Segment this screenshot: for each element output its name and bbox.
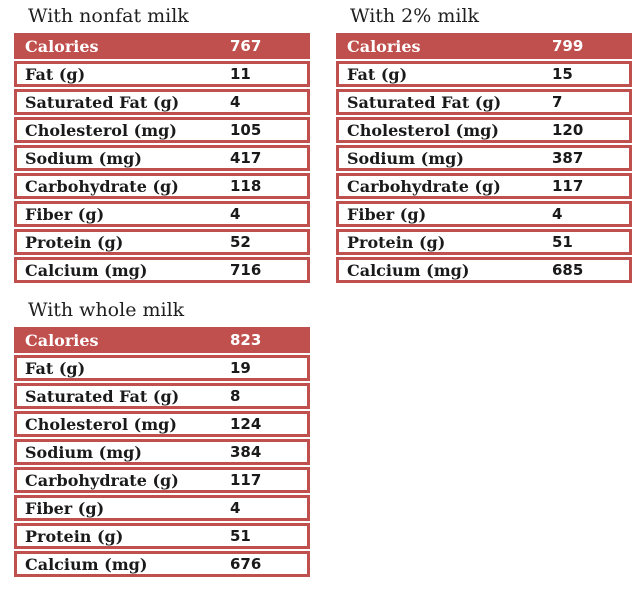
row-label: Sodium (mg) [25, 442, 142, 462]
table-row: Cholesterol (mg) 124 [14, 411, 310, 437]
row-value: 118 [230, 177, 262, 195]
nutrition-table: Calories 823 Fat (g) 19 Saturated Fat (g… [14, 327, 310, 577]
row-value: 4 [230, 499, 241, 517]
table-row: Saturated Fat (g) 7 [336, 89, 632, 115]
row-label: Protein (g) [25, 232, 124, 252]
two-percent-milk-section: With 2% milk Calories 799 Fat (g) 15 Sat… [336, 5, 632, 283]
row-value: 120 [552, 121, 584, 139]
row-value: 676 [230, 555, 262, 573]
row-label: Calcium (mg) [347, 260, 470, 280]
row-label: Saturated Fat (g) [25, 386, 180, 406]
table-row: Saturated Fat (g) 8 [14, 383, 310, 409]
table-row: Sodium (mg) 417 [14, 145, 310, 171]
row-value: 52 [230, 233, 251, 251]
table-row: Fiber (g) 4 [336, 201, 632, 227]
row-value: 767 [230, 37, 262, 55]
row-label: Fiber (g) [25, 204, 105, 224]
row-label: Fiber (g) [347, 204, 427, 224]
row-label: Calories [25, 36, 99, 56]
row-value: 384 [230, 443, 262, 461]
row-value: 799 [552, 37, 584, 55]
row-value: 716 [230, 261, 262, 279]
row-value: 8 [230, 387, 241, 405]
table-row: Cholesterol (mg) 105 [14, 117, 310, 143]
row-value: 387 [552, 149, 584, 167]
row-label: Cholesterol (mg) [347, 120, 499, 140]
nutrition-table: Calories 767 Fat (g) 11 Saturated Fat (g… [14, 33, 310, 283]
row-label: Calories [25, 330, 99, 350]
row-label: Protein (g) [347, 232, 446, 252]
row-label: Saturated Fat (g) [25, 92, 180, 112]
row-value: 124 [230, 415, 262, 433]
row-value: 823 [230, 331, 262, 349]
row-value: 417 [230, 149, 262, 167]
table-title: With nonfat milk [28, 5, 189, 27]
row-label: Calcium (mg) [25, 554, 148, 574]
row-value: 51 [230, 527, 251, 545]
table-title: With 2% milk [350, 5, 480, 27]
row-label: Sodium (mg) [347, 148, 464, 168]
row-value: 11 [230, 65, 251, 83]
table-row: Protein (g) 51 [14, 523, 310, 549]
row-value: 51 [552, 233, 573, 251]
row-value: 117 [552, 177, 584, 195]
table-row: Carbohydrate (g) 117 [14, 467, 310, 493]
row-value: 4 [230, 205, 241, 223]
table-row: Fat (g) 19 [14, 355, 310, 381]
row-label: Calcium (mg) [25, 260, 148, 280]
row-value: 685 [552, 261, 584, 279]
table-row: Sodium (mg) 387 [336, 145, 632, 171]
row-value: 4 [230, 93, 241, 111]
table-row: Calcium (mg) 716 [14, 257, 310, 283]
nutrition-table: Calories 799 Fat (g) 15 Saturated Fat (g… [336, 33, 632, 283]
table-row: Sodium (mg) 384 [14, 439, 310, 465]
row-label: Fat (g) [25, 358, 86, 378]
table-header-row: Calories 823 [14, 327, 310, 353]
table-header-row: Calories 767 [14, 33, 310, 59]
row-value: 19 [230, 359, 251, 377]
row-label: Sodium (mg) [25, 148, 142, 168]
row-label: Fat (g) [25, 64, 86, 84]
row-label: Carbohydrate (g) [25, 176, 179, 196]
row-value: 15 [552, 65, 573, 83]
row-label: Fiber (g) [25, 498, 105, 518]
row-label: Saturated Fat (g) [347, 92, 502, 112]
table-row: Fiber (g) 4 [14, 495, 310, 521]
table-row: Protein (g) 52 [14, 229, 310, 255]
row-label: Fat (g) [347, 64, 408, 84]
row-value: 7 [552, 93, 563, 111]
table-row: Fat (g) 15 [336, 61, 632, 87]
table-row: Carbohydrate (g) 117 [336, 173, 632, 199]
whole-milk-section: With whole milk Calories 823 Fat (g) 19 … [14, 299, 310, 577]
table-row: Calcium (mg) 685 [336, 257, 632, 283]
table-row: Cholesterol (mg) 120 [336, 117, 632, 143]
table-row: Protein (g) 51 [336, 229, 632, 255]
row-value: 4 [552, 205, 563, 223]
row-value: 105 [230, 121, 262, 139]
table-header-row: Calories 799 [336, 33, 632, 59]
row-label: Carbohydrate (g) [347, 176, 501, 196]
table-row: Fiber (g) 4 [14, 201, 310, 227]
table-row: Fat (g) 11 [14, 61, 310, 87]
table-title: With whole milk [28, 299, 185, 321]
table-row: Calcium (mg) 676 [14, 551, 310, 577]
row-label: Carbohydrate (g) [25, 470, 179, 490]
row-value: 117 [230, 471, 262, 489]
nonfat-milk-section: With nonfat milk Calories 767 Fat (g) 11… [14, 5, 310, 283]
row-label: Cholesterol (mg) [25, 120, 177, 140]
row-label: Calories [347, 36, 421, 56]
row-label: Protein (g) [25, 526, 124, 546]
row-label: Cholesterol (mg) [25, 414, 177, 434]
table-row: Saturated Fat (g) 4 [14, 89, 310, 115]
table-row: Carbohydrate (g) 118 [14, 173, 310, 199]
